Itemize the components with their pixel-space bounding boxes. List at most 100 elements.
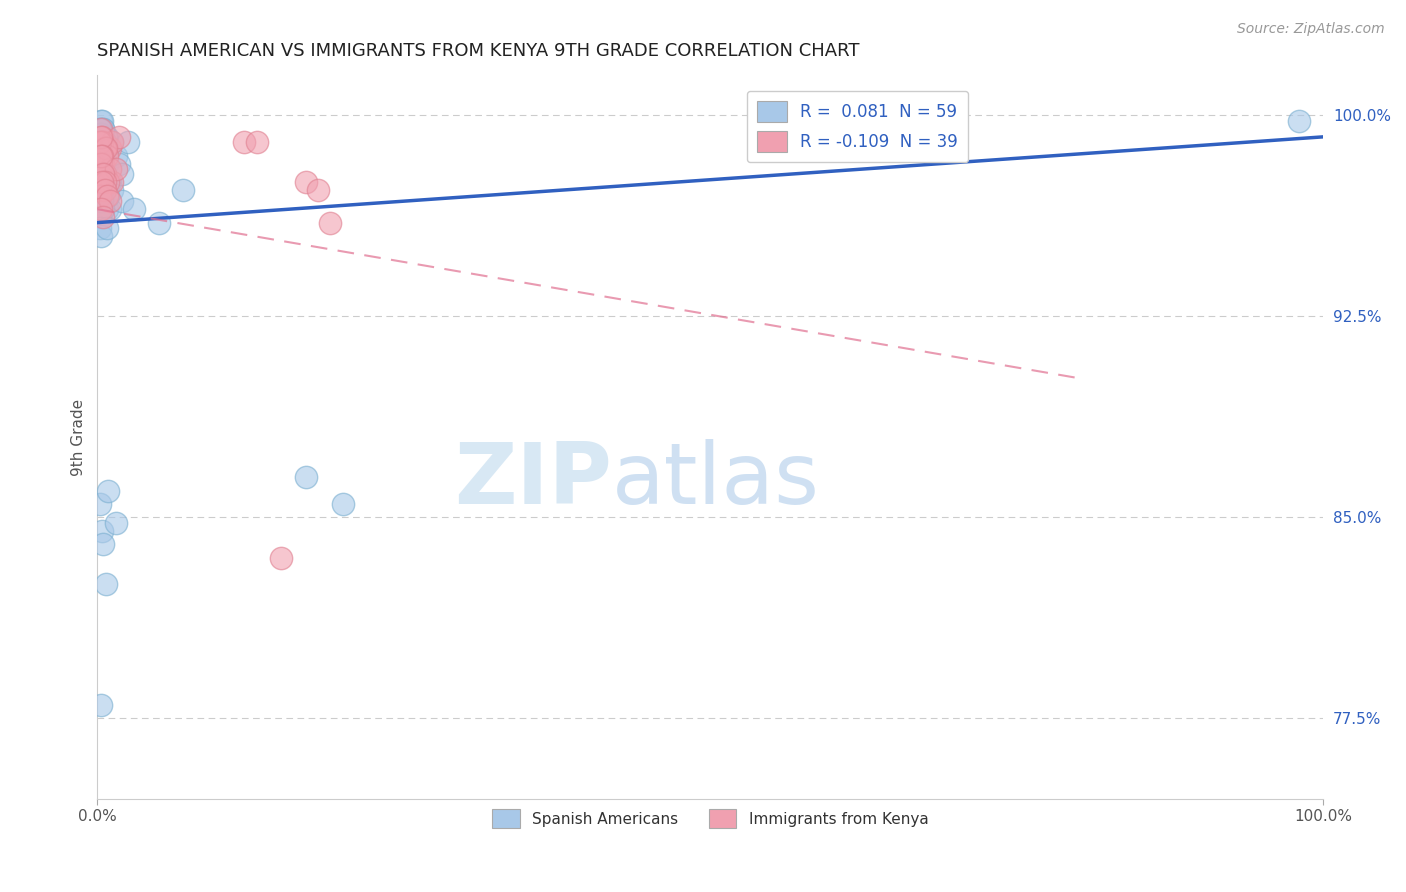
Point — [89, 184, 111, 198]
Point — [97, 140, 120, 154]
Point — [93, 167, 115, 181]
Point — [90, 135, 112, 149]
Point — [89, 121, 111, 136]
Point — [89, 135, 111, 149]
Point — [91, 175, 114, 189]
Point — [89, 211, 111, 225]
Point — [94, 140, 117, 154]
Point — [93, 167, 115, 181]
Point — [89, 497, 111, 511]
Text: SPANISH AMERICAN VS IMMIGRANTS FROM KENYA 9TH GRADE CORRELATION CHART: SPANISH AMERICAN VS IMMIGRANTS FROM KENY… — [97, 42, 860, 60]
Point — [294, 470, 316, 484]
Point — [89, 167, 111, 181]
Point — [93, 135, 115, 149]
Legend: Spanish Americans, Immigrants from Kenya: Spanish Americans, Immigrants from Kenya — [486, 803, 935, 835]
Point — [108, 156, 131, 170]
Point — [93, 135, 115, 149]
Point — [101, 184, 124, 198]
Point — [111, 167, 134, 181]
Text: ZIP: ZIP — [454, 439, 612, 522]
Point — [111, 194, 134, 209]
Point — [319, 216, 342, 230]
Point — [91, 148, 114, 162]
Point — [91, 148, 114, 162]
Point — [1288, 113, 1310, 128]
Point — [101, 175, 124, 189]
Point — [101, 135, 124, 149]
Text: atlas: atlas — [612, 439, 820, 522]
Point — [148, 216, 170, 230]
Point — [307, 184, 329, 198]
Point — [93, 202, 115, 217]
Point — [90, 698, 112, 712]
Point — [89, 121, 111, 136]
Point — [96, 129, 118, 144]
Point — [91, 194, 114, 209]
Point — [91, 113, 114, 128]
Point — [89, 189, 111, 203]
Point — [101, 135, 124, 149]
Point — [94, 129, 117, 144]
Point — [93, 140, 115, 154]
Point — [98, 140, 121, 154]
Point — [104, 516, 127, 530]
Point — [91, 148, 114, 162]
Point — [93, 184, 115, 198]
Point — [90, 194, 112, 209]
Point — [117, 135, 139, 149]
Point — [104, 148, 127, 162]
Point — [97, 189, 120, 203]
Point — [93, 184, 115, 198]
Point — [96, 202, 118, 217]
Point — [93, 175, 115, 189]
Point — [93, 140, 115, 154]
Point — [93, 135, 115, 149]
Point — [332, 497, 354, 511]
Point — [91, 135, 114, 149]
Point — [94, 577, 117, 591]
Point — [93, 156, 115, 170]
Point — [90, 127, 112, 141]
Point — [96, 221, 118, 235]
Point — [96, 189, 118, 203]
Point — [98, 202, 121, 217]
Point — [98, 175, 121, 189]
Point — [93, 537, 115, 551]
Point — [97, 175, 120, 189]
Text: Source: ZipAtlas.com: Source: ZipAtlas.com — [1237, 22, 1385, 37]
Point — [93, 167, 115, 181]
Point — [270, 550, 292, 565]
Point — [96, 156, 118, 170]
Point — [98, 194, 121, 209]
Point — [90, 189, 112, 203]
Point — [90, 148, 112, 162]
Point — [97, 483, 120, 498]
Point — [91, 189, 114, 203]
Point — [91, 524, 114, 538]
Point — [93, 175, 115, 189]
Point — [104, 161, 127, 176]
Point — [122, 202, 145, 217]
Point — [89, 140, 111, 154]
Point — [90, 113, 112, 128]
Point — [89, 221, 111, 235]
Point — [90, 121, 112, 136]
Point — [90, 202, 112, 217]
Point — [91, 129, 114, 144]
Y-axis label: 9th Grade: 9th Grade — [72, 399, 86, 475]
Point — [246, 135, 269, 149]
Point — [98, 175, 121, 189]
Point — [90, 229, 112, 244]
Point — [93, 121, 115, 136]
Point — [93, 211, 115, 225]
Point — [90, 148, 112, 162]
Point — [108, 129, 131, 144]
Point — [294, 175, 316, 189]
Point — [233, 135, 256, 149]
Point — [96, 148, 118, 162]
Point — [90, 135, 112, 149]
Point — [90, 129, 112, 144]
Point — [90, 156, 112, 170]
Point — [91, 175, 114, 189]
Point — [93, 140, 115, 154]
